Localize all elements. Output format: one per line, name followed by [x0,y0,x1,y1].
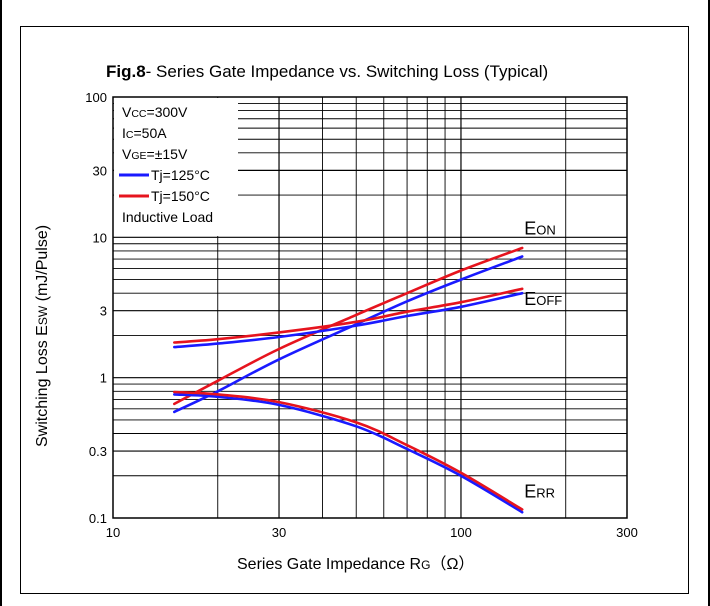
y-tick-label: 3 [100,304,107,319]
y-axis-label: Switching Loss ESW (mJ/Pulse) [34,225,51,447]
y-tick-label: 1 [100,371,107,386]
condition-value: =±15V [147,146,188,162]
curve-label-main: E [524,289,536,309]
y-tick-label: 10 [93,230,107,245]
condition-main: V [122,104,132,120]
condition-sub: C [126,129,134,141]
x-tick-label: 30 [272,525,286,540]
chart-title-rest: - Series Gate Impedance vs. Switching Lo… [146,62,549,81]
series-lines [173,246,524,514]
curve-label-sub: ON [536,222,556,237]
curve-label: ERR [524,481,555,501]
y-tick-label: 0.1 [89,511,107,526]
condition-value: =50A [133,125,167,141]
y-axis-label-text: Switching Loss E [34,325,51,447]
x-tick-label: 300 [616,525,638,540]
curve-label-sub: RR [536,485,555,500]
y-tick-label: 100 [85,90,107,105]
condition-text: IC=50A [122,125,167,141]
legend-box: VCC=300VIC=50AVGE=±15VTj=125°CTj=150°CIn… [114,98,238,236]
legend-background [114,98,238,236]
y-axis-label-sub: SW [36,305,50,325]
series-line [173,390,524,511]
grid [113,97,627,518]
x-tick-label: 100 [450,525,472,540]
condition-text: VCC=300V [122,104,188,120]
chart: Fig.8- Series Gate Impedance vs. Switchi… [34,62,638,573]
x-axis-label: Series Gate Impedance RG（Ω） [237,555,474,573]
tick-labels: 10 30 100 300 0.1 0.3 1 3 10 30 100 [85,90,638,540]
legend-label: Tj=150°C [151,188,210,204]
chart-title-bold: Fig.8 [106,62,146,81]
series-line [173,291,524,349]
legend-note: Inductive Load [122,209,213,225]
condition-main: V [122,146,132,162]
x-axis-label-sub: G [421,558,430,572]
x-axis-label-unit: （Ω） [430,555,474,573]
curve-label: EOFF [524,289,562,309]
curve-label-main: E [524,481,536,501]
x-axis-label-text: Series Gate Impedance R [237,556,421,573]
plot-border [112,96,628,519]
curve-label-sub: OFF [536,293,562,308]
curve-label-main: E [524,218,536,238]
legend-label: Tj=125°C [151,167,210,183]
condition-main: I [122,125,126,141]
condition-value: =300V [147,104,189,120]
y-tick-label: 30 [93,163,107,178]
condition-text: VGE=±15V [122,146,188,162]
series-line [173,287,524,344]
y-axis-label-unit: (mJ/Pulse) [34,225,51,306]
chart-title: Fig.8- Series Gate Impedance vs. Switchi… [106,62,548,81]
series-line [173,246,524,406]
series-line [173,393,524,514]
x-tick-label: 10 [106,525,120,540]
figure-panel: Fig.8- Series Gate Impedance vs. Switchi… [20,26,689,594]
y-tick-label: 0.3 [89,444,107,459]
condition-sub: GE [131,150,146,162]
curve-label: EON [524,218,556,238]
condition-sub: CC [131,108,147,120]
